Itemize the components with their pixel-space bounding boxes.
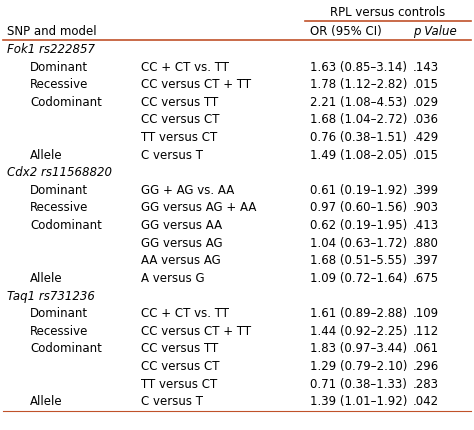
Text: 1.83 (0.97–3.44): 1.83 (0.97–3.44) [310, 342, 407, 356]
Text: Codominant: Codominant [30, 342, 102, 356]
Text: p Value: p Value [413, 25, 456, 38]
Text: 1.68 (0.51–5.55): 1.68 (0.51–5.55) [310, 254, 407, 267]
Text: .109: .109 [413, 307, 439, 320]
Text: .413: .413 [413, 219, 439, 232]
Text: 1.78 (1.12–2.82): 1.78 (1.12–2.82) [310, 78, 407, 91]
Text: .143: .143 [413, 61, 439, 74]
Text: Codominant: Codominant [30, 96, 102, 109]
Text: Recessive: Recessive [30, 78, 88, 91]
Text: Cdx2 rs11568820: Cdx2 rs11568820 [8, 166, 112, 179]
Text: Recessive: Recessive [30, 325, 88, 338]
Text: 1.09 (0.72–1.64): 1.09 (0.72–1.64) [310, 272, 407, 285]
Text: .296: .296 [413, 360, 439, 373]
Text: CC versus CT + TT: CC versus CT + TT [141, 325, 251, 338]
Text: .029: .029 [413, 96, 439, 109]
Text: 1.29 (0.79–2.10): 1.29 (0.79–2.10) [310, 360, 407, 373]
Text: CC + CT vs. TT: CC + CT vs. TT [141, 61, 229, 74]
Text: GG versus AA: GG versus AA [141, 219, 222, 232]
Text: CC versus CT + TT: CC versus CT + TT [141, 78, 251, 91]
Text: Allele: Allele [30, 149, 63, 162]
Text: A versus G: A versus G [141, 272, 205, 285]
Text: .061: .061 [413, 342, 439, 356]
Text: AA versus AG: AA versus AG [141, 254, 221, 267]
Text: CC versus TT: CC versus TT [141, 342, 218, 356]
Text: CC + CT vs. TT: CC + CT vs. TT [141, 307, 229, 320]
Text: 1.49 (1.08–2.05): 1.49 (1.08–2.05) [310, 149, 407, 162]
Text: Recessive: Recessive [30, 202, 88, 215]
Text: 0.62 (0.19–1.95): 0.62 (0.19–1.95) [310, 219, 407, 232]
Text: .112: .112 [413, 325, 439, 338]
Text: 0.76 (0.38–1.51): 0.76 (0.38–1.51) [310, 131, 407, 144]
Text: 1.39 (1.01–1.92): 1.39 (1.01–1.92) [310, 395, 407, 408]
Text: Codominant: Codominant [30, 219, 102, 232]
Text: .903: .903 [413, 202, 438, 215]
Text: TT versus CT: TT versus CT [141, 378, 217, 390]
Text: TT versus CT: TT versus CT [141, 131, 217, 144]
Text: 1.61 (0.89–2.88): 1.61 (0.89–2.88) [310, 307, 407, 320]
Text: .429: .429 [413, 131, 439, 144]
Text: OR (95% CI): OR (95% CI) [310, 25, 382, 38]
Text: .675: .675 [413, 272, 439, 285]
Text: CC versus CT: CC versus CT [141, 114, 219, 126]
Text: GG + AG vs. AA: GG + AG vs. AA [141, 184, 234, 197]
Text: Fok1 rs222857: Fok1 rs222857 [8, 43, 95, 56]
Text: 0.61 (0.19–1.92): 0.61 (0.19–1.92) [310, 184, 407, 197]
Text: 1.63 (0.85–3.14): 1.63 (0.85–3.14) [310, 61, 407, 74]
Text: RPL versus controls: RPL versus controls [330, 6, 446, 19]
Text: GG versus AG: GG versus AG [141, 237, 223, 250]
Text: Dominant: Dominant [30, 184, 88, 197]
Text: .015: .015 [413, 149, 438, 162]
Text: C versus T: C versus T [141, 395, 203, 408]
Text: 0.71 (0.38–1.33): 0.71 (0.38–1.33) [310, 378, 407, 390]
Text: 1.44 (0.92–2.25): 1.44 (0.92–2.25) [310, 325, 407, 338]
Text: Taq1 rs731236: Taq1 rs731236 [8, 289, 95, 303]
Text: .036: .036 [413, 114, 438, 126]
Text: 1.68 (1.04–2.72): 1.68 (1.04–2.72) [310, 114, 407, 126]
Text: C versus T: C versus T [141, 149, 203, 162]
Text: .397: .397 [413, 254, 439, 267]
Text: SNP and model: SNP and model [8, 25, 97, 38]
Text: .399: .399 [413, 184, 439, 197]
Text: 0.97 (0.60–1.56): 0.97 (0.60–1.56) [310, 202, 407, 215]
Text: Dominant: Dominant [30, 61, 88, 74]
Text: CC versus TT: CC versus TT [141, 96, 218, 109]
Text: CC versus CT: CC versus CT [141, 360, 219, 373]
Text: GG versus AG + AA: GG versus AG + AA [141, 202, 256, 215]
Text: .042: .042 [413, 395, 439, 408]
Text: Allele: Allele [30, 395, 63, 408]
Text: .015: .015 [413, 78, 438, 91]
Text: Allele: Allele [30, 272, 63, 285]
Text: Dominant: Dominant [30, 307, 88, 320]
Text: .283: .283 [413, 378, 438, 390]
Text: 2.21 (1.08–4.53): 2.21 (1.08–4.53) [310, 96, 407, 109]
Text: .880: .880 [413, 237, 438, 250]
Text: 1.04 (0.63–1.72): 1.04 (0.63–1.72) [310, 237, 407, 250]
